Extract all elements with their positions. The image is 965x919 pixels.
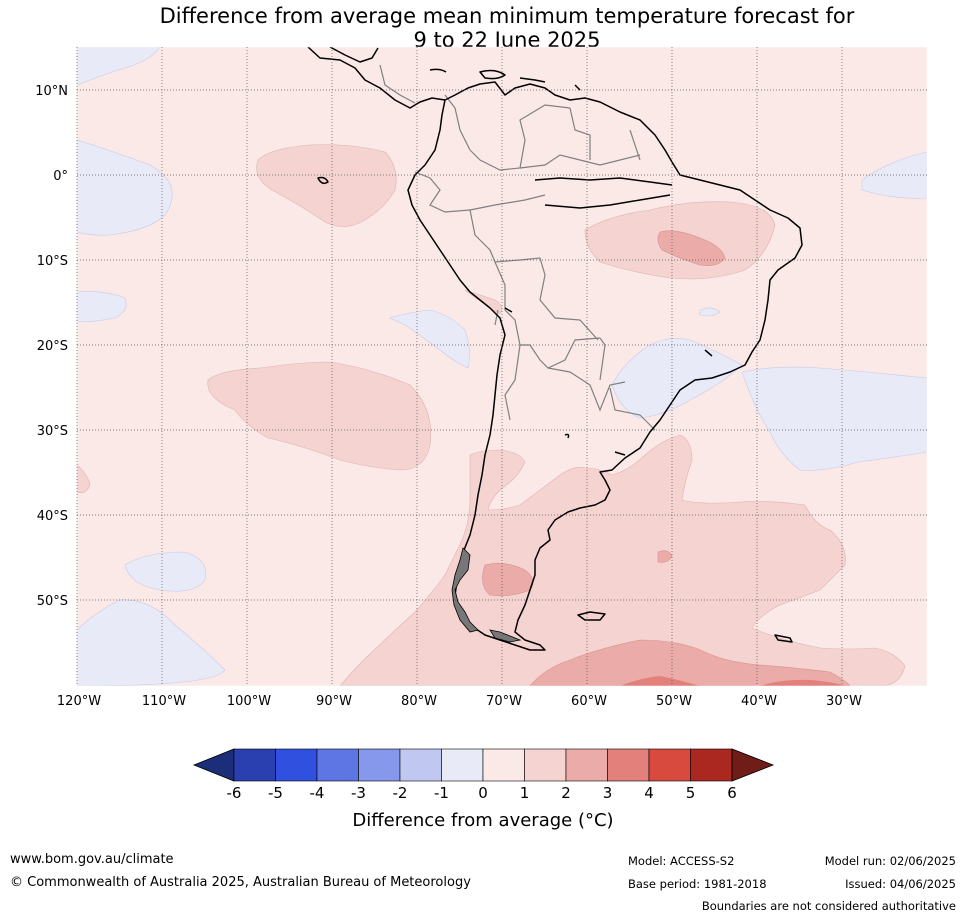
- colorbar-segment: [316, 748, 359, 782]
- lon-label: 70°W: [486, 694, 522, 709]
- lon-label: 100°W: [227, 694, 271, 709]
- title-line-1: Difference from average mean minimum tem…: [159, 4, 855, 28]
- colorbar-tick: 5: [686, 784, 696, 802]
- colorbar-tick: -4: [310, 784, 325, 802]
- map-area: [77, 47, 927, 686]
- footer-url: www.bom.gov.au/climate: [10, 852, 174, 867]
- colorbar-ticks: -6 -5 -4 -3 -2 -1 0 1 2 3 4 5 6: [227, 784, 737, 802]
- colorbar-segment: [358, 748, 401, 782]
- lon-label: 80°W: [401, 694, 437, 709]
- colorbar-tick: -3: [351, 784, 366, 802]
- anomaly-3-4-areas: [620, 676, 845, 686]
- colorbar-tick: 0: [478, 784, 488, 802]
- anomaly-2-3-areas: [482, 230, 851, 686]
- colorbar-segment: [648, 748, 691, 782]
- colorbar-tick: 1: [520, 784, 530, 802]
- colorbar-tick: 2: [561, 784, 571, 802]
- colorbar-segment: [275, 748, 318, 782]
- footer-copyright: © Commonwealth of Australia 2025, Austra…: [10, 875, 471, 890]
- footer-model: Model: ACCESS-S2: [628, 854, 735, 868]
- lon-label: 90°W: [316, 694, 352, 709]
- lat-label: 50°S: [37, 594, 68, 609]
- longitude-labels: 120°W 110°W 100°W 90°W 80°W 70°W 60°W 50…: [57, 694, 862, 709]
- colorbar-segment: [690, 748, 733, 782]
- chile-archipelago: [451, 547, 522, 643]
- lon-label: 120°W: [57, 694, 101, 709]
- colorbar-segment: [524, 748, 567, 782]
- colorbar-label: Difference from average (°C): [352, 810, 614, 831]
- colorbar-segment: [441, 748, 484, 782]
- lon-label: 110°W: [142, 694, 186, 709]
- colorbar-tick: -2: [393, 784, 408, 802]
- colorbar-segment: [399, 748, 442, 782]
- lat-label: 20°S: [37, 339, 68, 354]
- latitude-labels: 10°N 0° 10°S 20°S 30°S 40°S 50°S: [35, 84, 68, 609]
- colorbar-tick: -5: [268, 784, 283, 802]
- footer-disclaimer: Boundaries are not considered authoritat…: [701, 899, 956, 913]
- negative-anomaly-areas: [77, 47, 927, 686]
- colorbar-segment: [233, 748, 276, 782]
- colorbar-extend-low: [192, 748, 235, 782]
- lat-label: 40°S: [37, 509, 68, 524]
- gridlines: [76, 47, 927, 686]
- footer-base-period: Base period: 1981-2018: [628, 877, 767, 891]
- lon-label: 30°W: [826, 694, 862, 709]
- colorbar-segments: [192, 748, 775, 782]
- lon-label: 50°W: [656, 694, 692, 709]
- colorbar-tick: 3: [603, 784, 613, 802]
- colorbar-tick: -1: [434, 784, 449, 802]
- lon-label: 60°W: [571, 694, 607, 709]
- footer-issued: Issued: 04/06/2025: [845, 877, 956, 891]
- coastlines: [307, 47, 803, 651]
- colorbar-segment: [482, 748, 525, 782]
- colorbar-tick: 4: [644, 784, 654, 802]
- footer-model-run: Model run: 02/06/2025: [824, 854, 956, 868]
- lat-label: 30°S: [37, 424, 68, 439]
- colorbar-tick: -6: [227, 784, 242, 802]
- lat-label: 10°N: [35, 84, 68, 99]
- chart-title: Difference from average mean minimum tem…: [0, 4, 965, 52]
- colorbar-tick: 6: [727, 784, 737, 802]
- colorbar-segment: [565, 748, 608, 782]
- lat-label: 10°S: [37, 254, 68, 269]
- lon-label: 40°W: [741, 694, 777, 709]
- colorbar-extend-high: [731, 748, 775, 782]
- colorbar-segment: [607, 748, 650, 782]
- lat-label: 0°: [53, 169, 68, 184]
